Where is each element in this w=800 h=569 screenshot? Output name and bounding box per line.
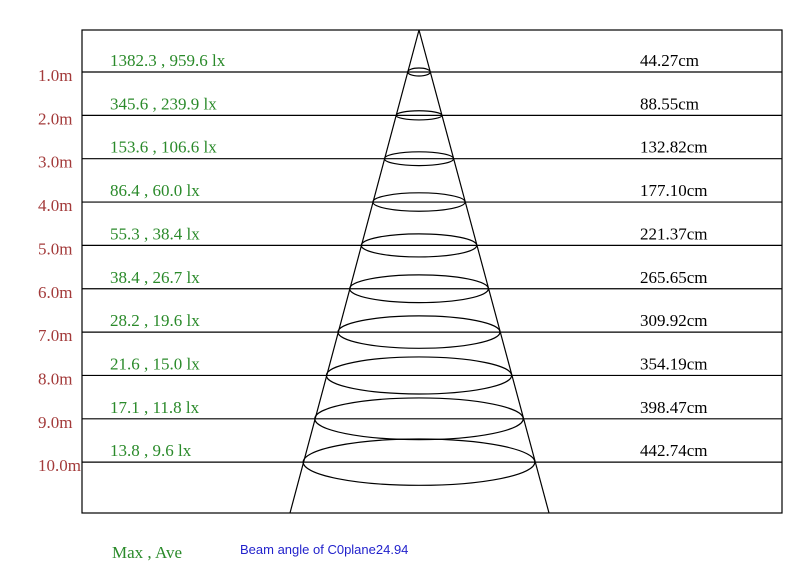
distance-label: 2.0m — [38, 109, 72, 128]
distance-label: 1.0m — [38, 66, 72, 85]
diameter-label: 265.65cm — [640, 268, 708, 287]
distance-label: 9.0m — [38, 413, 72, 432]
diameter-label: 309.92cm — [640, 311, 708, 330]
distance-label: 4.0m — [38, 196, 72, 215]
illuminance-label: 1382.3 , 959.6 lx — [110, 51, 226, 70]
beam-ellipse — [360, 233, 478, 258]
illuminance-label: 28.2 , 19.6 lx — [110, 311, 200, 330]
distance-label: 10.0m — [38, 456, 81, 475]
legend: Max , Ave — [112, 543, 182, 562]
beam-ellipse — [337, 315, 501, 349]
illuminance-label: 86.4 , 60.0 lx — [110, 181, 200, 200]
beam-ellipse — [383, 151, 455, 167]
illuminance-label: 153.6 , 106.6 lx — [110, 138, 217, 157]
cone-edge — [418, 29, 550, 514]
illuminance-label: 345.6 , 239.9 lx — [110, 94, 217, 113]
rows: 1.0m 1382.3 , 959.6 lx 44.27cm 2.0m 345.6 , … — [38, 51, 782, 486]
illuminance-label: 21.6 , 15.0 lx — [110, 354, 200, 373]
illuminance-label: 38.4 , 26.7 lx — [110, 268, 200, 287]
diameter-label: 88.55cm — [640, 94, 699, 113]
diameter-label: 442.74cm — [640, 441, 708, 460]
diameter-label: 398.47cm — [640, 398, 708, 417]
beam-ellipse — [407, 67, 431, 77]
beam-angle: Beam angle of C0plane24.94 — [240, 542, 408, 557]
frame — [81, 29, 783, 514]
distance-label: 6.0m — [38, 283, 72, 302]
beam-ellipse — [349, 274, 489, 304]
diameter-label: 354.19cm — [640, 354, 708, 373]
beam-ellipse — [372, 192, 466, 212]
distance-label: 7.0m — [38, 326, 72, 345]
diameter-label: 177.10cm — [640, 181, 708, 200]
illuminance-label: 17.1 , 11.8 lx — [110, 398, 200, 417]
diameter-label: 132.82cm — [640, 138, 708, 157]
distance-label: 5.0m — [38, 239, 72, 258]
distance-label: 8.0m — [38, 369, 72, 388]
cone-edge — [289, 29, 420, 514]
distance-label: 3.0m — [38, 153, 72, 172]
beam-ellipse — [314, 397, 524, 441]
beam-ellipse — [325, 356, 513, 395]
illuminance-label: 55.3 , 38.4 lx — [110, 224, 200, 243]
beam-ellipse — [395, 110, 443, 121]
illuminance-label: 13.8 , 9.6 lx — [110, 441, 192, 460]
beam-ellipse — [302, 438, 536, 486]
diameter-label: 44.27cm — [640, 51, 699, 70]
diameter-label: 221.37cm — [640, 224, 708, 243]
